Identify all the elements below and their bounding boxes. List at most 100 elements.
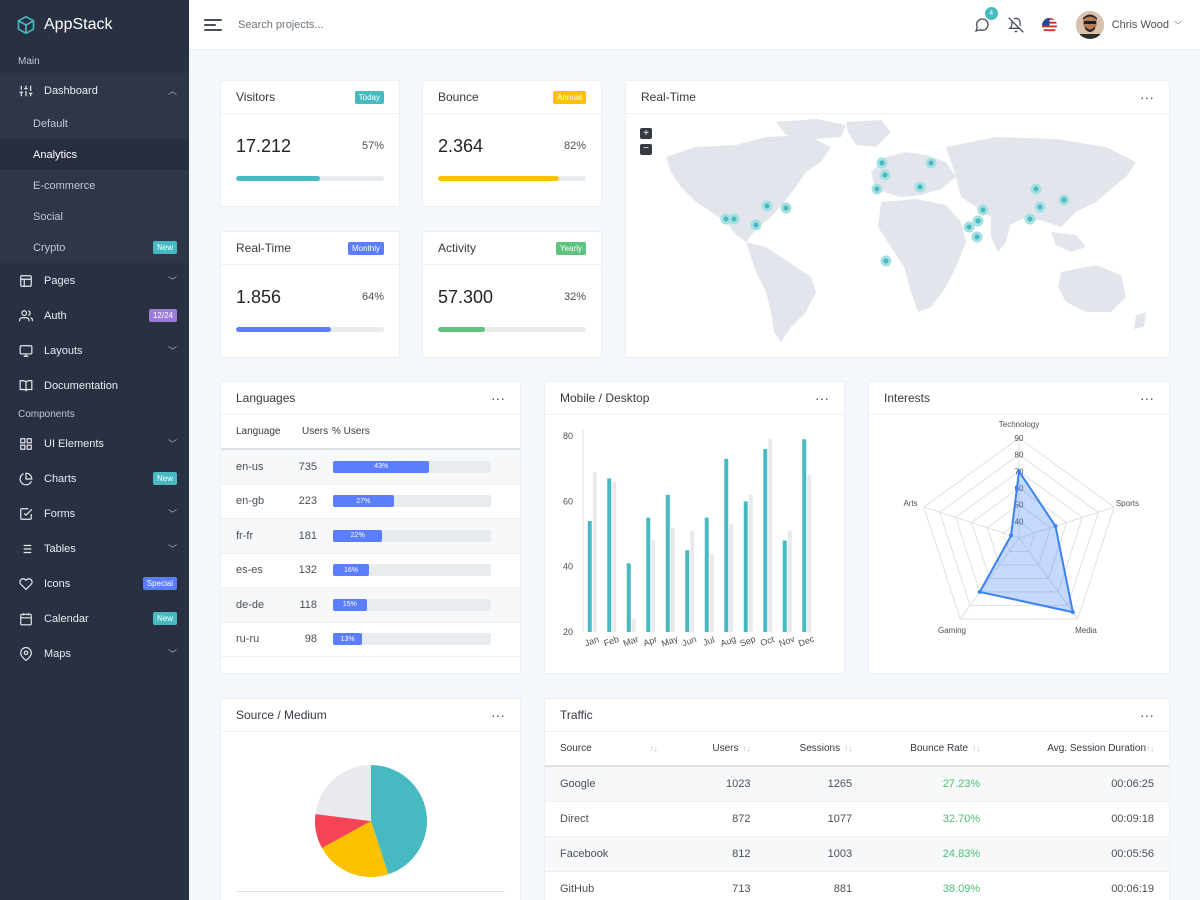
bar-feb-1[interactable] bbox=[612, 481, 617, 632]
table-header: Language Users % Users bbox=[221, 415, 520, 450]
bar-feb-0[interactable] bbox=[607, 478, 612, 632]
sidebar-item-dashboard[interactable]: Dashboard ︿ bbox=[0, 73, 189, 108]
zoom-out-button[interactable]: − bbox=[640, 144, 652, 155]
table-row: Direct 872 1077 32.70% 00:09:18 bbox=[545, 802, 1169, 837]
sidebar-subitem-default[interactable]: Default bbox=[0, 108, 189, 139]
user-name[interactable]: Chris Wood bbox=[1111, 19, 1169, 31]
more-options-icon[interactable]: ··· bbox=[1140, 707, 1154, 723]
bar-jan-0[interactable] bbox=[587, 520, 592, 632]
column-header-users[interactable]: Users ↑↓ bbox=[667, 743, 750, 754]
radar-series-area[interactable] bbox=[978, 468, 1075, 614]
more-options-icon[interactable]: ··· bbox=[491, 707, 505, 723]
bar-may-1[interactable] bbox=[670, 527, 675, 632]
bar-dec-1[interactable] bbox=[807, 475, 812, 632]
bar-sep-0[interactable] bbox=[743, 501, 748, 632]
bar-apr-0[interactable] bbox=[646, 517, 651, 632]
more-options-icon[interactable]: ··· bbox=[1140, 89, 1154, 105]
world-map[interactable] bbox=[656, 117, 1156, 349]
bar-nov-1[interactable] bbox=[787, 530, 792, 632]
column-header[interactable]: Language bbox=[236, 426, 281, 437]
bar-mar-0[interactable] bbox=[626, 563, 631, 632]
brand[interactable]: AppStack bbox=[0, 0, 189, 50]
sidebar-subitem-ecommerce[interactable]: E-commerce bbox=[0, 170, 189, 201]
stat-value: 17.212 bbox=[236, 136, 292, 156]
more-options-icon[interactable]: ··· bbox=[1140, 390, 1154, 406]
chevron-down-icon: ﹀ bbox=[167, 276, 177, 286]
bar-aug-0[interactable] bbox=[724, 458, 729, 632]
users-count: 132 bbox=[298, 564, 317, 577]
table-row: es-es 132 16% bbox=[221, 554, 520, 588]
column-header-bounce-rate[interactable]: Bounce Rate ↑↓ bbox=[852, 743, 980, 754]
radar-point[interactable] bbox=[1009, 533, 1014, 538]
column-header[interactable]: % Users bbox=[332, 426, 370, 437]
sidebar-subitem-label: Crypto bbox=[33, 241, 66, 254]
source-medium-pie-chart bbox=[315, 765, 428, 877]
bar-aug-1[interactable] bbox=[729, 524, 734, 632]
bar-sep-1[interactable] bbox=[748, 494, 753, 632]
zoom-in-button[interactable]: + bbox=[640, 128, 652, 139]
bell-off-icon[interactable] bbox=[1006, 15, 1026, 35]
more-options-icon[interactable]: ··· bbox=[491, 390, 505, 406]
sidebar-item-maps[interactable]: Maps ﹀ bbox=[0, 636, 189, 671]
message-icon[interactable]: 4 bbox=[972, 7, 998, 35]
sidebar-item-tables[interactable]: Tables ﹀ bbox=[0, 531, 189, 566]
radar-point[interactable] bbox=[1053, 524, 1058, 529]
column-header-sessions[interactable]: Sessions ↑↓ bbox=[751, 743, 853, 754]
column-header-duration[interactable]: Avg. Session Duration↑↓ bbox=[980, 743, 1154, 754]
more-options-icon[interactable]: ··· bbox=[815, 390, 829, 406]
sort-icon[interactable]: ↑↓ bbox=[649, 744, 658, 753]
bar-oct-1[interactable] bbox=[768, 439, 773, 632]
sidebar-subitem-analytics[interactable]: Analytics bbox=[0, 139, 189, 170]
bar-jan-1[interactable] bbox=[592, 471, 597, 632]
duration-cell: 00:06:25 bbox=[1111, 778, 1155, 790]
bar-jun-1[interactable] bbox=[690, 530, 695, 632]
source-cell: Facebook bbox=[560, 848, 609, 860]
sidebar-item-documentation[interactable]: Documentation bbox=[0, 368, 189, 403]
sort-icon[interactable]: ↑↓ bbox=[1146, 744, 1155, 753]
sidebar-item-ui-elements[interactable]: UI Elements ﹀ bbox=[0, 426, 189, 461]
sidebar-item-label: Maps bbox=[44, 647, 71, 660]
pie-slice-1[interactable] bbox=[321, 821, 389, 877]
column-header[interactable]: Users bbox=[302, 426, 329, 437]
bar-mar-1[interactable] bbox=[631, 618, 636, 632]
radar-point[interactable] bbox=[1070, 610, 1075, 615]
heart-icon bbox=[18, 576, 34, 592]
sidebar-subitem-label: Default bbox=[33, 117, 68, 130]
pie-slice-2[interactable] bbox=[315, 813, 371, 848]
bar-jun-0[interactable] bbox=[685, 550, 690, 632]
sidebar-subitem-crypto[interactable]: Crypto New bbox=[0, 232, 189, 263]
search-input[interactable] bbox=[238, 18, 438, 31]
sidebar-item-pages[interactable]: Pages ﹀ bbox=[0, 263, 189, 298]
menu-toggle-icon[interactable] bbox=[204, 16, 222, 34]
bar-may-0[interactable] bbox=[665, 494, 670, 632]
sidebar-item-icons[interactable]: Icons Special bbox=[0, 566, 189, 601]
sidebar-item-calendar[interactable]: Calendar New bbox=[0, 601, 189, 636]
users-percent-bar: 13% bbox=[333, 633, 491, 646]
pie-slice-0[interactable] bbox=[371, 765, 428, 875]
sessions-cell: 1077 bbox=[827, 813, 853, 825]
sidebar-item-layouts[interactable]: Layouts ﹀ bbox=[0, 333, 189, 368]
column-header-source[interactable]: Source ↑↓ bbox=[560, 743, 667, 754]
sort-icon[interactable]: ↑↓ bbox=[742, 744, 751, 753]
table-row: ru-ru 98 13% bbox=[221, 623, 520, 657]
us-flag-icon[interactable] bbox=[1040, 15, 1060, 35]
bar-apr-1[interactable] bbox=[651, 540, 656, 632]
sidebar-subitem-social[interactable]: Social bbox=[0, 201, 189, 232]
avatar[interactable] bbox=[1075, 11, 1104, 39]
sidebar-item-forms[interactable]: Forms ﹀ bbox=[0, 496, 189, 531]
bar-oct-0[interactable] bbox=[763, 449, 768, 632]
chevron-down-icon[interactable]: ﹀ bbox=[1174, 20, 1182, 30]
radar-point[interactable] bbox=[1017, 469, 1021, 474]
radar-point[interactable] bbox=[977, 589, 982, 594]
bar-jul-0[interactable] bbox=[704, 517, 709, 632]
sidebar-item-auth[interactable]: Auth 12/24 bbox=[0, 298, 189, 333]
sort-icon[interactable]: ↑↓ bbox=[972, 744, 981, 753]
bar-jul-1[interactable] bbox=[709, 553, 714, 632]
sidebar-item-charts[interactable]: Charts New bbox=[0, 461, 189, 496]
sort-icon[interactable]: ↑↓ bbox=[844, 744, 853, 753]
users-count: 118 bbox=[299, 598, 317, 611]
bar-dec-0[interactable] bbox=[802, 439, 807, 632]
users-percent-fill: 43% bbox=[333, 460, 430, 473]
bar-nov-0[interactable] bbox=[782, 540, 787, 632]
pie-slice-3[interactable] bbox=[315, 765, 371, 821]
